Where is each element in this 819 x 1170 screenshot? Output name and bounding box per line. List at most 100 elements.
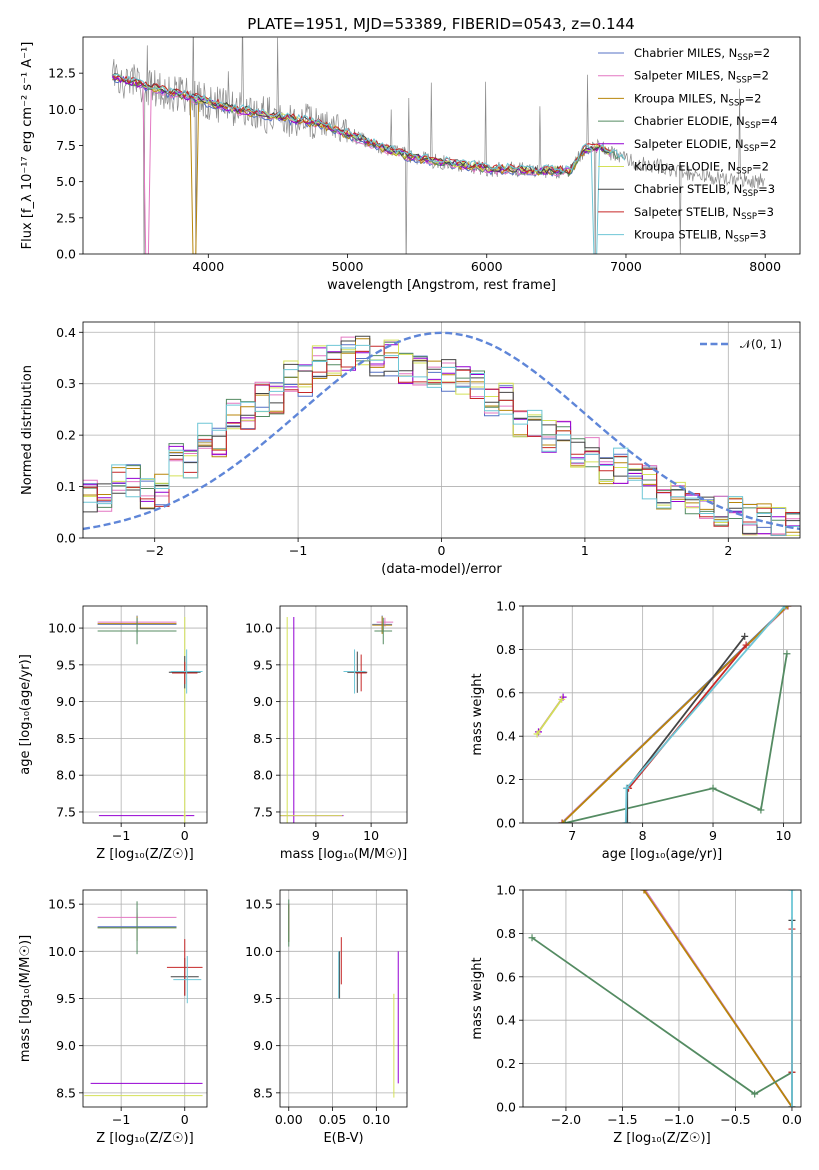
x-tick-label: −2	[145, 543, 163, 558]
x-tick-label: 0	[181, 828, 189, 843]
y-tick-label: 0.0	[496, 1100, 516, 1115]
weight-marker	[558, 819, 566, 823]
legend-label: Salpeter STELIB, NSSP=3	[634, 205, 774, 222]
panel-residuals: −2 −1 0 1 2 0.0 0.1 0.2 0.3 0.4 (data-model)/error…	[20, 321, 801, 577]
x-tick-label: 8	[639, 828, 647, 843]
x-tick-label: 7	[568, 828, 576, 843]
y-tick-label: 0.2	[56, 428, 76, 443]
x-tick-label: −1.0	[664, 1112, 694, 1127]
y-tick-label: 5.0	[56, 174, 76, 189]
legend-label: Salpeter MILES, NSSP=2	[634, 69, 769, 86]
x-axis-label: wavelength [Angstrom, rest frame]	[327, 278, 556, 293]
y-tick-label: 10.5	[245, 897, 273, 912]
y-tick-label: 9.0	[56, 1038, 76, 1053]
x-tick-label: 0.10	[362, 1112, 390, 1127]
y-tick-label: 0.0	[496, 816, 516, 831]
weight-marker	[640, 890, 648, 894]
panel-mass-vs-reddening: 0.00 0.05 0.10 8.5 9.0 9.5 10.0 10.5 E(B-V)	[245, 889, 408, 1146]
model-spectrum-line	[112, 75, 612, 254]
weight-marker	[783, 650, 791, 658]
model-spectrum-line	[112, 73, 626, 254]
x-tick-label: 0	[181, 1112, 189, 1127]
spectrum-legend: Chabrier MILES, NSSP=2 Salpeter MILES, NS…	[598, 46, 778, 245]
y-tick-label: 12.5	[48, 66, 76, 81]
y-axis-label: mass weight	[470, 673, 485, 755]
y-tick-label: 0.4	[496, 1013, 516, 1028]
y-tick-label: 10.0	[48, 944, 76, 959]
axes-frame	[522, 605, 802, 824]
y-axis-label: Normed distribution	[20, 365, 35, 495]
x-tick-label: −0.5	[720, 1112, 750, 1127]
panel-age-vs-mass: 9 10 7.5 8.0 8.5 9.0 9.5 10.0 mass [log₁₀(M/M☉)]	[245, 605, 408, 862]
residual-histogram	[83, 335, 800, 536]
weight-marker	[558, 695, 566, 703]
x-axis-label: Z [log₁₀(Z/Z☉)]	[613, 1131, 710, 1146]
y-tick-label: 8.0	[253, 768, 273, 783]
weight-line	[561, 606, 789, 823]
x-tick-label: 0	[438, 543, 446, 558]
x-tick-label: −1	[112, 1112, 130, 1127]
weight-marker	[558, 819, 566, 823]
legend-label: Chabrier MILES, NSSP=2	[634, 46, 770, 63]
panel-weight-vs-age: 7 8 9 10 0.0 0.2 0.4 0.6 0.8 1.0 age [log₁₀(age/yr…	[470, 599, 802, 862]
axes-frame	[279, 605, 408, 824]
x-tick-label: 2	[724, 543, 732, 558]
x-tick-label: 1	[581, 543, 589, 558]
x-tick-label: 9	[312, 828, 320, 843]
x-tick-label: 0.0	[782, 1112, 802, 1127]
x-axis-label: (data-model)/error	[381, 562, 502, 577]
y-tick-label: 9.0	[253, 694, 273, 709]
weight-marker	[784, 606, 792, 610]
y-tick-label: 9.5	[253, 657, 273, 672]
panel-mass-vs-metallicity: −1 0 8.5 9.0 9.5 10.0 10.5 Z [log₁₀(Z/Z☉)] mass …	[18, 889, 208, 1146]
legend-label: Chabrier STELIB, NSSP=3	[634, 182, 775, 199]
plot-area	[97, 615, 203, 823]
legend-label: 𝒩(0, 1)	[740, 337, 782, 351]
y-tick-label: 8.5	[253, 1085, 273, 1100]
y-tick-label: 10.5	[48, 897, 76, 912]
error-bar-point	[166, 939, 203, 996]
x-tick-label: −1	[112, 828, 130, 843]
x-tick-label: 10	[775, 828, 791, 843]
x-axis-label: E(B-V)	[323, 1131, 363, 1146]
x-tick-label: −1.5	[607, 1112, 637, 1127]
error-bar-point	[170, 649, 203, 694]
y-axis-label: Flux [f_λ 10⁻¹⁷ erg cm⁻² s⁻¹ A⁻¹]	[20, 42, 35, 250]
weight-line	[536, 698, 563, 735]
axes-frame	[82, 36, 801, 255]
y-tick-label: 0.6	[496, 969, 516, 984]
normal-reference-curve	[83, 331, 800, 531]
error-bar-point	[280, 617, 343, 823]
weight-marker	[741, 632, 749, 640]
y-tick-label: 2.5	[56, 210, 76, 225]
x-tick-label: 0.05	[319, 1112, 347, 1127]
weight-marker	[622, 784, 630, 792]
legend-label: Kroupa MILES, NSSP=2	[634, 91, 761, 108]
weight-marker	[561, 819, 569, 823]
weight-marker	[751, 1090, 759, 1098]
x-axis-label: mass [log₁₀(M/M☉)]	[280, 847, 407, 862]
weight-marker	[533, 730, 541, 738]
residual-histogram	[83, 344, 800, 536]
error-bar-point	[97, 901, 177, 955]
axes-frame	[82, 321, 801, 539]
y-tick-label: 7.5	[56, 138, 76, 153]
y-axis-label: mass weight	[470, 957, 485, 1039]
x-tick-label: 8000	[749, 259, 781, 274]
plot-area	[288, 899, 399, 1098]
error-bar-point	[374, 617, 393, 645]
weight-marker	[622, 819, 630, 823]
plot-area	[528, 890, 796, 1107]
error-bar-point	[97, 617, 177, 645]
y-tick-label: 0.0	[56, 247, 76, 262]
y-tick-label: 8.5	[56, 1085, 76, 1100]
y-tick-label: 9.5	[253, 991, 273, 1006]
x-axis-label: Z [log₁₀(Z/Z☉)]	[96, 847, 193, 862]
y-tick-label: 8.0	[56, 768, 76, 783]
legend-label: Chabrier ELODIE, NSSP=4	[634, 114, 778, 131]
x-axis-label: age [log₁₀(age/yr)]	[602, 847, 723, 862]
plot-area	[280, 615, 394, 823]
y-tick-label: 8.5	[56, 731, 76, 746]
axes-frame	[82, 889, 208, 1108]
